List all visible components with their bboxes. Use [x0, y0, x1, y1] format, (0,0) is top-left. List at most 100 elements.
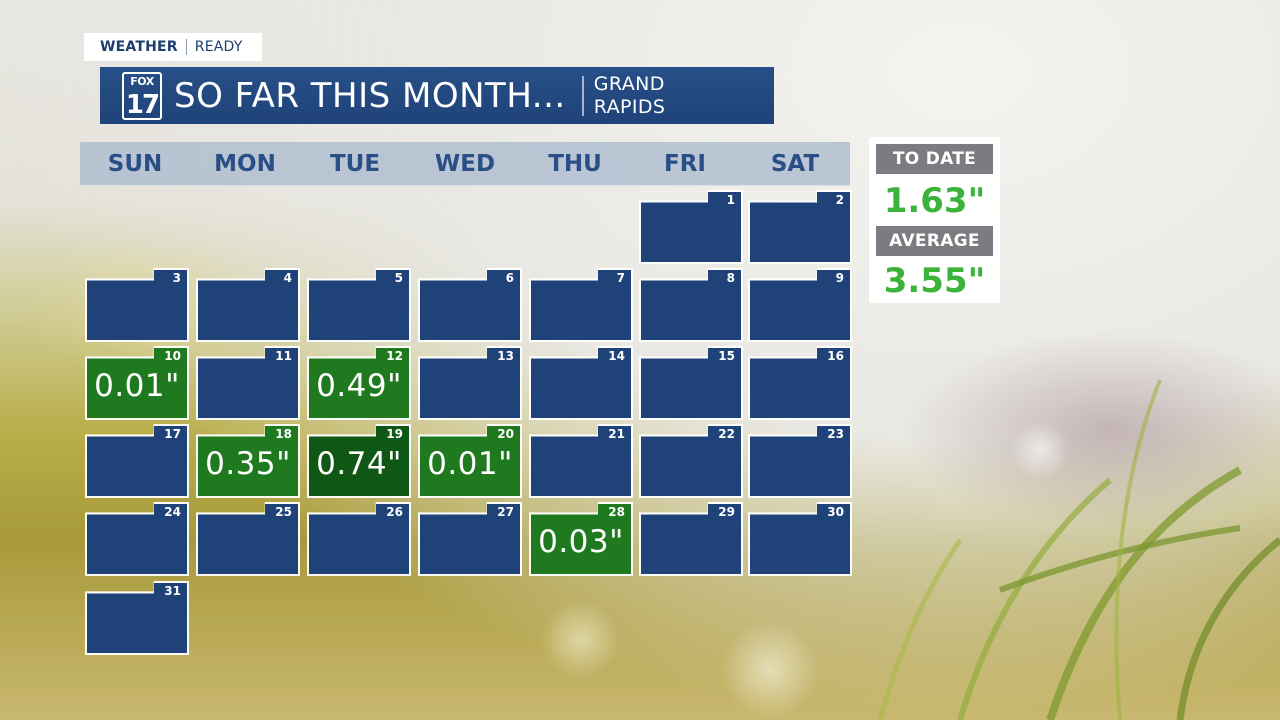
tag-ready-text: READY — [194, 39, 243, 55]
calendar-day-body — [641, 192, 741, 262]
calendar-day-body — [750, 192, 850, 262]
calendar-day-body — [641, 348, 741, 418]
calendar-day-body — [420, 270, 520, 340]
calendar-day-number: 22 — [718, 427, 735, 441]
calendar-day-body — [198, 348, 298, 418]
calendar-day-number: 9 — [835, 271, 844, 285]
calendar-day: 18 0.35" — [196, 424, 300, 498]
calendar-day-body — [641, 270, 741, 340]
weekday-sat: SAT — [770, 151, 820, 177]
calendar-day-number: 23 — [827, 427, 844, 441]
calendar-day-number: 4 — [283, 271, 292, 285]
calendar-day-body — [87, 583, 187, 653]
calendar-day-number: 31 — [164, 584, 181, 598]
calendar-day: 29 — [639, 502, 743, 576]
calendar-day-number: 13 — [497, 349, 514, 363]
calendar-day-number: 19 — [386, 427, 403, 441]
calendar-day: 23 — [748, 424, 852, 498]
title-bar: FOX 17 SO FAR THIS MONTH... GRAND RAPIDS — [100, 67, 774, 124]
calendar-day: 15 — [639, 346, 743, 420]
calendar-day: 21 — [529, 424, 633, 498]
calendar-day-body — [87, 504, 187, 574]
calendar-day: 12 0.49" — [307, 346, 411, 420]
calendar-day: 20 0.01" — [418, 424, 522, 498]
rainfall-amount: 0.01" — [94, 368, 180, 404]
totals-panel: TO DATE 1.63" AVERAGE 3.55" — [869, 137, 1000, 303]
calendar-day-body — [198, 270, 298, 340]
background-bokeh — [900, 330, 1280, 530]
calendar-day-body — [750, 270, 850, 340]
calendar-day: 17 — [85, 424, 189, 498]
title-divider — [581, 75, 584, 116]
calendar-day-body — [87, 426, 187, 496]
fox17-logo-icon: FOX 17 — [122, 71, 162, 120]
to-date-label: TO DATE — [876, 144, 993, 174]
calendar-day-number: 20 — [497, 427, 514, 441]
calendar-day-number: 24 — [164, 505, 181, 519]
logo-top-text: FOX — [130, 74, 154, 88]
calendar-day-body — [87, 270, 187, 340]
calendar-day-number: 15 — [718, 349, 735, 363]
calendar-day-body — [309, 348, 409, 418]
calendar-day-body — [420, 348, 520, 418]
tag-divider — [185, 39, 187, 55]
calendar-day: 14 — [529, 346, 633, 420]
calendar-day-body — [750, 426, 850, 496]
calendar-day: 25 — [196, 502, 300, 576]
calendar-day-body — [750, 504, 850, 574]
calendar-day: 6 — [418, 268, 522, 342]
calendar-day-number: 2 — [835, 193, 844, 207]
to-date-value: 1.63" — [883, 181, 986, 221]
weekday-thu: THU — [548, 151, 602, 177]
calendar-day-body — [750, 348, 850, 418]
average-label: AVERAGE — [876, 226, 993, 256]
calendar-day: 31 — [85, 581, 189, 655]
logo-bottom-text: 17 — [125, 89, 160, 120]
calendar-day-number: 10 — [164, 349, 181, 363]
calendar-day-number: 16 — [827, 349, 844, 363]
calendar-day-number: 14 — [608, 349, 625, 363]
calendar-day: 30 — [748, 502, 852, 576]
calendar-day: 28 0.03" — [529, 502, 633, 576]
calendar-day: 4 — [196, 268, 300, 342]
calendar-day: 16 — [748, 346, 852, 420]
tag-weather-text: WEATHER — [100, 39, 178, 55]
calendar-day-number: 8 — [726, 271, 735, 285]
background-bokeh — [1010, 420, 1070, 480]
calendar-day: 13 — [418, 346, 522, 420]
calendar-day-body — [641, 504, 741, 574]
calendar-day-number: 26 — [386, 505, 403, 519]
calendar-day-body — [198, 504, 298, 574]
calendar-day-number: 21 — [608, 427, 625, 441]
calendar-day: 9 — [748, 268, 852, 342]
calendar-day: 24 — [85, 502, 189, 576]
rainfall-amount: 0.35" — [205, 446, 291, 482]
calendar-day: 8 — [639, 268, 743, 342]
calendar-day: 5 — [307, 268, 411, 342]
calendar-day: 26 — [307, 502, 411, 576]
calendar-day-body — [309, 504, 409, 574]
background-bokeh — [540, 600, 620, 680]
rainfall-amount: 0.01" — [427, 446, 513, 482]
calendar-day-number: 12 — [386, 349, 403, 363]
calendar-day-body — [531, 348, 631, 418]
calendar-day-body — [87, 348, 187, 418]
calendar-day: 2 — [748, 190, 852, 264]
calendar-day: 3 — [85, 268, 189, 342]
calendar-day: 27 — [418, 502, 522, 576]
calendar-day-body — [420, 504, 520, 574]
calendar-day-body — [531, 426, 631, 496]
calendar-day-number: 29 — [718, 505, 735, 519]
calendar-day-number: 5 — [394, 271, 403, 285]
calendar-day-number: 30 — [827, 505, 844, 519]
weather-ready-tag: WEATHER READY — [84, 33, 262, 61]
calendar-day: 22 — [639, 424, 743, 498]
background-bokeh — [720, 620, 820, 720]
weekday-tue: TUE — [329, 151, 381, 177]
calendar-day: 10 0.01" — [85, 346, 189, 420]
weekday-sun: SUN — [107, 151, 163, 177]
calendar-day-number: 7 — [616, 271, 625, 285]
calendar-day-number: 28 — [608, 505, 625, 519]
rainfall-amount: 0.49" — [316, 368, 402, 404]
rainfall-amount: 0.74" — [316, 446, 402, 482]
